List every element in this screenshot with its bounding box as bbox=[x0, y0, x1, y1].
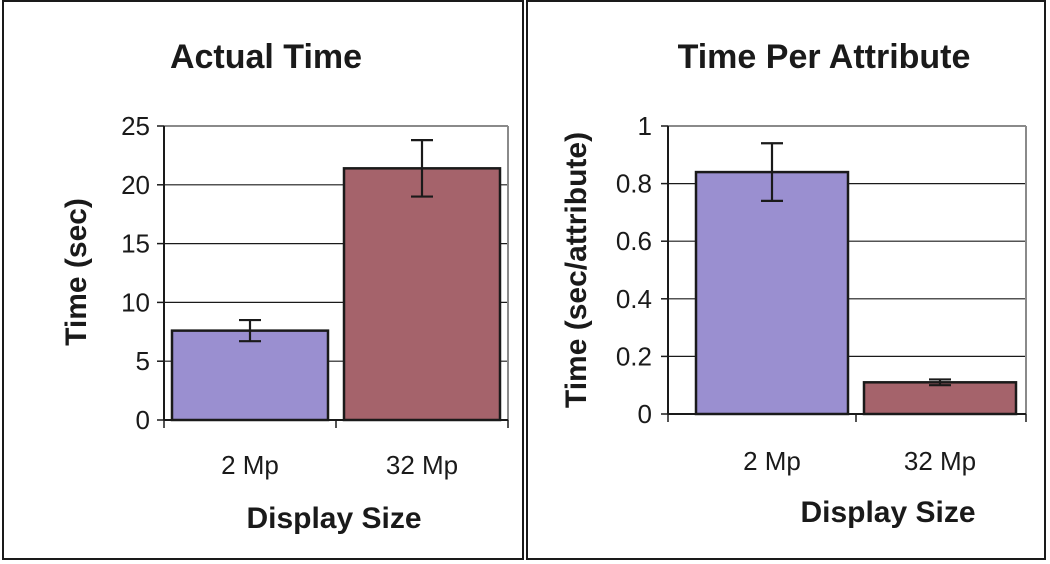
bar bbox=[694, 170, 850, 416]
y-tick-label: 20 bbox=[121, 170, 150, 200]
y-tick-label: 0.2 bbox=[616, 341, 652, 371]
y-tick-label: 0 bbox=[136, 405, 150, 435]
y-tick-label: 0.6 bbox=[616, 226, 652, 256]
x-category-label: 32 Mp bbox=[904, 446, 976, 476]
bar bbox=[342, 167, 502, 422]
y-axis-label: Time (sec/attribute) bbox=[560, 132, 593, 408]
y-tick-label: 25 bbox=[121, 111, 150, 141]
bar bbox=[170, 329, 330, 422]
chart-title: Actual Time bbox=[170, 38, 362, 76]
x-category-label: 2 Mp bbox=[221, 450, 279, 480]
y-tick-label: 0 bbox=[638, 399, 652, 429]
y-tick-label: 10 bbox=[121, 287, 150, 317]
chart-panel-actual-time: Actual Time Time (sec) Display Size 0 5 10… bbox=[2, 0, 524, 560]
y-tick-label: 1 bbox=[638, 111, 652, 141]
y-tick-label: 15 bbox=[121, 229, 150, 259]
y-axis-label: Time (sec) bbox=[60, 198, 93, 346]
chart-actual-time: Actual Time Time (sec) Display Size 0 5 10… bbox=[60, 38, 509, 535]
y-tick-label: 0.8 bbox=[616, 169, 652, 199]
x-axis-label: Display Size bbox=[246, 502, 421, 535]
chart-panel-time-per-attribute: Time Per Attribute Time (sec/attribute) … bbox=[526, 0, 1046, 560]
chart-title: Time Per Attribute bbox=[678, 38, 971, 76]
bar bbox=[862, 381, 1018, 416]
x-category-label: 2 Mp bbox=[743, 446, 801, 476]
x-axis-label: Display Size bbox=[800, 496, 975, 529]
y-tick-label: 5 bbox=[136, 346, 150, 376]
x-category-label: 32 Mp bbox=[386, 450, 458, 480]
chart-time-per-attribute: Time Per Attribute Time (sec/attribute) … bbox=[560, 38, 1027, 529]
y-tick-label: 0.4 bbox=[616, 284, 652, 314]
